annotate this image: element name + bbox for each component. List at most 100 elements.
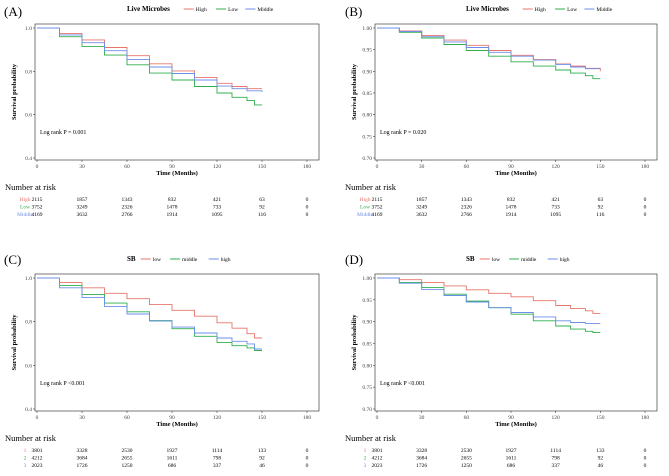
risk-count: 4212 (32, 456, 43, 462)
y-axis-title: Survival probability (351, 63, 358, 120)
risk-title: Number at risk (345, 433, 397, 443)
risk-count: 1478 (506, 205, 517, 211)
y-tick-label: 0.95 (362, 298, 372, 304)
risk-count: 2655 (461, 456, 472, 462)
risk-count: 1927 (506, 448, 517, 454)
risk-row-label: 2 (364, 456, 367, 462)
risk-count: 0 (306, 212, 309, 218)
risk-count: 1611 (167, 456, 178, 462)
y-axis-title: Survival probability (11, 63, 18, 120)
x-tick-label: 120 (213, 415, 222, 421)
risk-count: 1914 (506, 212, 517, 218)
y-axis-title: Survival probability (11, 314, 18, 371)
risk-count: 1914 (167, 212, 178, 218)
risk-count: 2766 (461, 212, 472, 218)
risk-count: 421 (552, 197, 561, 203)
y-tick-label: 0.90 (362, 69, 372, 75)
risk-count: 4212 (372, 456, 383, 462)
risk-count: 0 (644, 212, 647, 218)
x-tick-label: 150 (596, 164, 605, 170)
risk-count: 46 (598, 463, 604, 469)
risk-count: 2115 (32, 197, 43, 203)
x-tick-label: 180 (641, 164, 650, 170)
risk-count: 2766 (122, 212, 133, 218)
x-tick-label: 30 (79, 415, 85, 421)
risk-count: 421 (213, 197, 222, 203)
logrank-annotation: Log rank P = 0.001 (40, 130, 86, 136)
risk-count: 2530 (122, 448, 133, 454)
panel-label: (D) (345, 252, 363, 267)
y-tick-label: 1.0 (25, 276, 32, 282)
risk-count: 46 (259, 463, 265, 469)
risk-count: 92 (259, 205, 265, 211)
risk-title: Number at risk (5, 182, 57, 192)
x-tick-label: 120 (552, 164, 561, 170)
x-tick-label: 60 (124, 164, 130, 170)
risk-count: 2326 (122, 205, 133, 211)
risk-count: 3684 (416, 456, 427, 462)
risk-row-label: 3 (364, 463, 367, 469)
risk-count: 733 (213, 205, 222, 211)
risk-count: 1343 (461, 197, 472, 203)
legend-entry: high (560, 257, 570, 263)
risk-count: 0 (306, 456, 309, 462)
risk-count: 2023 (372, 463, 383, 469)
risk-row-label: Middle (357, 212, 373, 218)
risk-count: 63 (259, 197, 265, 203)
risk-count: 3684 (77, 456, 88, 462)
legend-entry: Low (567, 7, 577, 13)
risk-count: 0 (306, 205, 309, 211)
x-tick-label: 0 (36, 415, 39, 421)
x-axis-title: Time (Months) (495, 421, 537, 428)
risk-count: 0 (644, 448, 647, 454)
legend-entry: High (196, 7, 207, 13)
plot-frame (374, 23, 658, 161)
risk-count: 2326 (461, 205, 472, 211)
legend-entry: low (492, 257, 500, 263)
y-tick-label: 0.8 (25, 320, 32, 326)
x-tick-label: 60 (464, 415, 470, 421)
legend-entry: Middle (596, 7, 612, 13)
risk-count: 1611 (506, 456, 517, 462)
y-tick-label: 0.80 (362, 113, 372, 119)
logrank-annotation: Log rank P <0.001 (40, 381, 85, 387)
risk-count: 133 (596, 448, 605, 454)
risk-row-label: Middle (17, 212, 33, 218)
y-tick-label: 0.75 (362, 134, 372, 140)
risk-count: 2023 (32, 463, 43, 469)
risk-count: 1343 (122, 197, 133, 203)
risk-row-label: 2 (24, 456, 27, 462)
x-tick-label: 180 (303, 415, 312, 421)
plot-frame (34, 23, 320, 161)
risk-row-label: 1 (364, 448, 367, 454)
x-tick-label: 150 (596, 415, 605, 421)
y-tick-label: 0.80 (362, 363, 372, 369)
series-line-high (37, 277, 262, 350)
x-tick-label: 90 (169, 415, 175, 421)
risk-count: 4169 (32, 212, 43, 218)
x-tick-label: 90 (508, 164, 514, 170)
x-tick-label: 120 (213, 164, 222, 170)
legend-entry: middle (521, 257, 537, 263)
x-axis-title: Time (Months) (156, 170, 198, 177)
legend: SB low middle high (466, 255, 570, 263)
plot-frame (34, 273, 320, 412)
plot-frame (374, 273, 658, 412)
risk-count: 1250 (122, 463, 133, 469)
legend-entry: low (153, 257, 161, 263)
series-line-middle (37, 27, 263, 92)
risk-row-label: 3 (24, 463, 27, 469)
risk-count: 3249 (416, 205, 427, 211)
x-tick-label: 120 (552, 415, 561, 421)
risk-count: 2115 (372, 197, 383, 203)
x-tick-label: 0 (376, 164, 379, 170)
risk-count: 0 (644, 197, 647, 203)
legend-title: Live Microbes (466, 5, 509, 13)
risk-count: 3801 (372, 448, 383, 454)
x-tick-label: 30 (419, 415, 425, 421)
y-tick-label: 1.00 (362, 26, 372, 32)
x-tick-label: 150 (258, 415, 267, 421)
y-tick-label: 0.70 (362, 156, 372, 162)
